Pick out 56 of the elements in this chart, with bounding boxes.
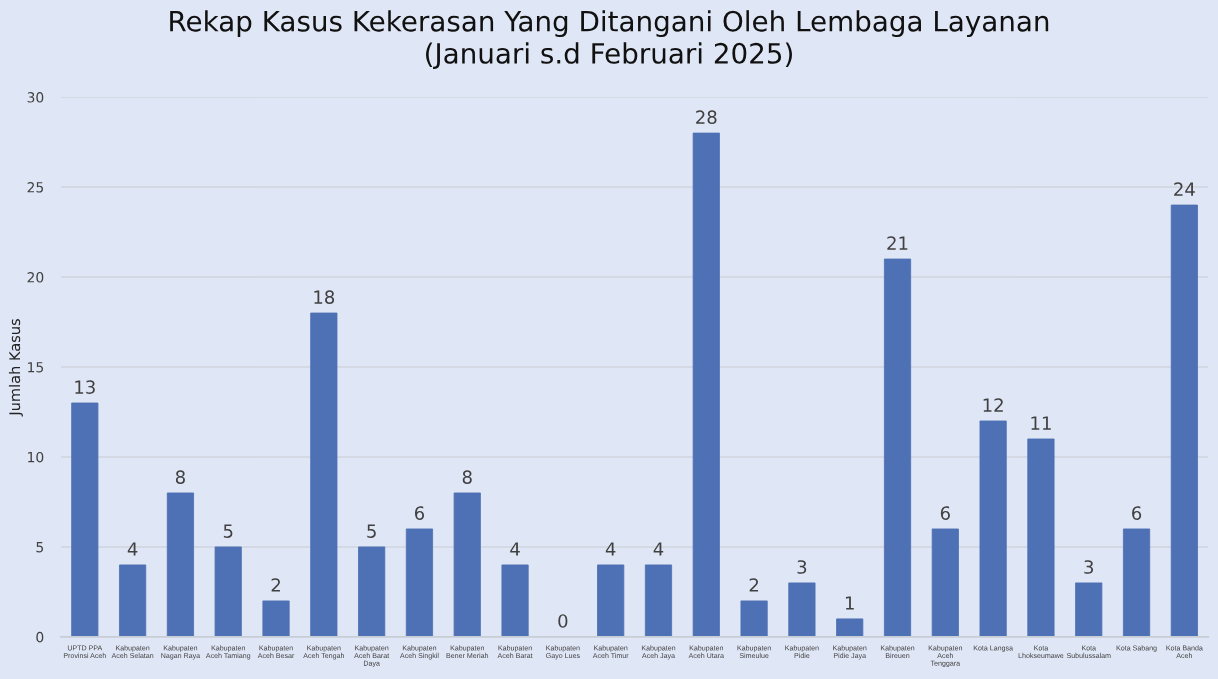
chart-title: Rekap Kasus Kekerasan Yang Ditangani Oleh Lembaga Layanan (Januari s.d Februari 2025)	[170, 10, 1049, 70]
y-tick-label: 15	[28, 362, 44, 373]
bar	[1122, 528, 1151, 637]
data-label: 8	[462, 470, 472, 484]
data-label: 3	[797, 560, 807, 574]
bar	[597, 564, 625, 637]
data-label: 2	[271, 578, 280, 592]
y-tick-label: 0	[36, 631, 44, 643]
bar	[501, 564, 529, 637]
bar	[453, 492, 481, 637]
bar	[931, 528, 959, 637]
data-label: 12	[983, 398, 1003, 412]
bar	[644, 564, 673, 637]
data-label: 4	[510, 542, 520, 556]
bar	[310, 312, 338, 637]
data-label: 6	[940, 506, 950, 520]
data-label: 5	[367, 524, 376, 538]
bar	[692, 132, 720, 637]
bar	[1075, 582, 1103, 637]
bar	[71, 402, 99, 637]
data-label: 8	[175, 470, 185, 484]
y-tick-label: 20	[27, 272, 44, 283]
y-tick-label: 25	[27, 182, 44, 193]
data-label: 0	[558, 614, 568, 628]
data-label: 3	[1084, 560, 1094, 574]
bar	[740, 600, 768, 637]
data-label: 1	[845, 596, 854, 610]
y-tick-label: 5	[36, 542, 44, 553]
data-label: 4	[605, 542, 616, 556]
data-label: 4	[127, 542, 138, 556]
bar	[214, 546, 242, 637]
bar	[405, 528, 434, 637]
data-label: 24	[1174, 182, 1195, 196]
data-label: 5	[223, 524, 233, 538]
bar	[788, 582, 816, 637]
y-tick-label: 10	[28, 451, 44, 463]
data-label: 6	[414, 506, 425, 520]
bar	[1027, 438, 1055, 637]
bar	[836, 618, 864, 637]
y-tick-label: 30	[27, 92, 44, 103]
data-label: 6	[1132, 506, 1142, 520]
bar	[979, 420, 1007, 637]
data-label: 21	[887, 236, 908, 250]
data-label: 13	[75, 380, 95, 394]
bar	[119, 564, 147, 637]
bar	[358, 546, 386, 637]
bar	[883, 258, 912, 637]
bar	[166, 492, 194, 637]
data-label: 2	[749, 578, 759, 592]
data-label: 11	[1031, 416, 1051, 430]
y-axis-title: Jumlah Kasus	[8, 319, 23, 417]
data-label: 28	[696, 110, 717, 125]
data-label: 4	[653, 542, 664, 556]
bar	[1170, 204, 1198, 637]
data-label: 18	[314, 290, 335, 304]
bar	[262, 600, 290, 637]
